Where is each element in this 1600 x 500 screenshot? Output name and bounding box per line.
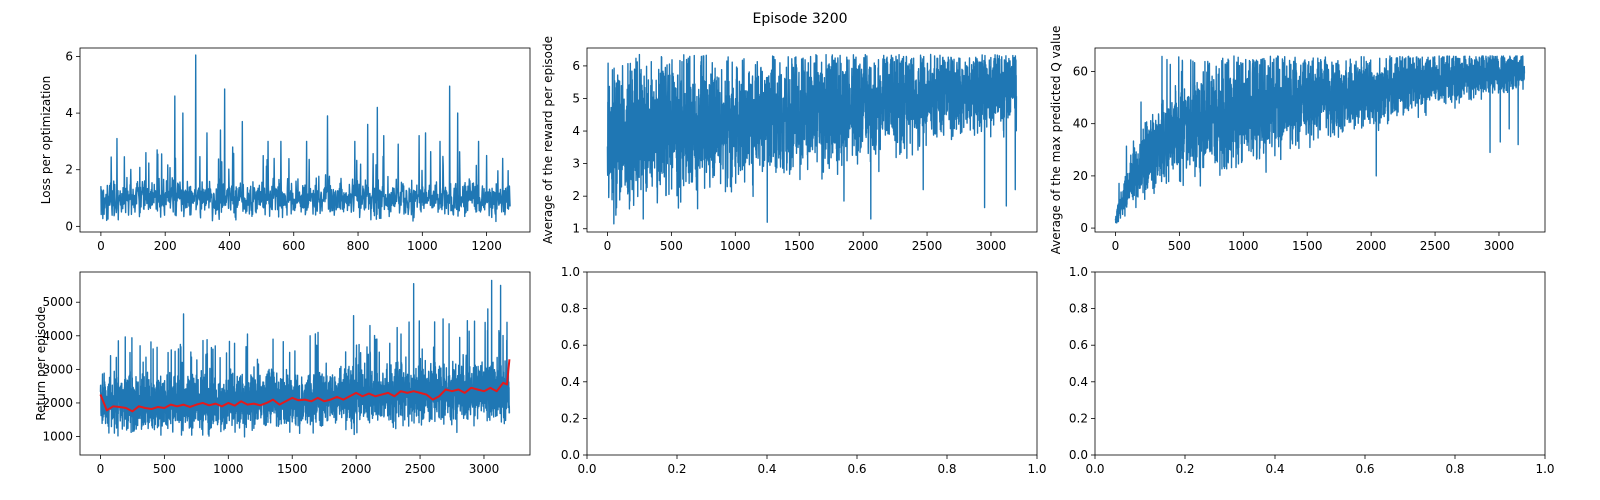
y-axis-label-avg-max-q: Average of the max predicted Q value <box>1049 26 1063 255</box>
x-tick-label-avg-reward-0: 0 <box>604 239 612 253</box>
x-tick-label-empty-a-4: 0.8 <box>937 462 956 476</box>
subplot-return: 0 500 1000 1500 2000 2500 3000 1000 2000 3000 4000… <box>34 271 531 476</box>
y-tick-label-loss-0: 0 <box>65 219 73 233</box>
x-tick-label-avg-reward-5: 2500 <box>912 239 943 253</box>
x-tick-label-empty-a-2: 0.4 <box>757 462 776 476</box>
y-tick-label-return-3: 4000 <box>42 329 73 343</box>
x-tick-label-avg-reward-6: 3000 <box>976 239 1007 253</box>
y-tick-label-empty-b-1: 0.2 <box>1069 411 1088 425</box>
y-tick-label-avg-max-q-1: 20 <box>1073 169 1088 183</box>
y-tick-label-empty-a-4: 0.8 <box>561 302 580 316</box>
x-tick-label-empty-a-0: 0.0 <box>577 462 596 476</box>
y-tick-label-return-4: 5000 <box>42 295 73 309</box>
y-axis-label-avg-reward: Average of the reward per episode <box>541 36 555 244</box>
y-tick-label-return-1: 2000 <box>42 396 73 410</box>
axes-frame-avg-reward <box>586 47 1038 233</box>
x-tick-label-empty-b-3: 0.6 <box>1355 462 1374 476</box>
x-tick-label-empty-b-0: 0.0 <box>1085 462 1104 476</box>
y-tick-label-empty-a-3: 0.6 <box>561 338 580 352</box>
y-tick-label-avg-reward-4: 5 <box>572 91 580 105</box>
x-tick-label-loss-5: 1000 <box>407 239 438 253</box>
x-tick-label-avg-reward-1: 500 <box>660 239 683 253</box>
subplot-avg-max-q: 0 500 1000 1500 2000 2500 3000 0 20 40 60 Average o… <box>1049 26 1546 255</box>
series-line-loss-0 <box>100 54 511 223</box>
axes-frame-avg-max-q <box>1094 47 1546 233</box>
x-tick-label-loss-2: 400 <box>218 239 241 253</box>
y-tick-label-empty-a-5: 1.0 <box>561 265 580 279</box>
y-tick-label-empty-a-0: 0.0 <box>561 448 580 462</box>
plot-area-loss <box>100 54 511 223</box>
y-tick-label-empty-b-4: 0.8 <box>1069 302 1088 316</box>
x-tick-label-avg-reward-4: 2000 <box>848 239 879 253</box>
x-tick-label-avg-max-q-6: 3000 <box>1484 239 1515 253</box>
y-tick-label-avg-reward-0: 1 <box>572 222 580 236</box>
y-tick-label-avg-max-q-0: 0 <box>1080 221 1088 235</box>
axes-frame-loss <box>79 47 531 233</box>
x-tick-label-empty-b-5: 1.0 <box>1535 462 1554 476</box>
x-tick-label-avg-max-q-4: 2000 <box>1356 239 1387 253</box>
axes-frame-return <box>79 271 531 456</box>
y-tick-label-empty-b-0: 0.0 <box>1069 448 1088 462</box>
plot-area-avg-reward <box>606 53 1018 225</box>
subplot-loss: 0 200 400 600 800 1000 1200 0 2 4 6 Loss per optimi… <box>39 47 531 253</box>
y-tick-label-empty-a-1: 0.2 <box>561 411 580 425</box>
x-tick-label-avg-max-q-5: 2500 <box>1420 239 1451 253</box>
x-tick-label-return-6: 3000 <box>469 462 500 476</box>
series-line-avg-max-q-0 <box>1114 55 1526 224</box>
y-axis-label-loss: Loss per optimization <box>39 76 53 205</box>
x-tick-label-loss-3: 600 <box>282 239 305 253</box>
x-tick-label-empty-a-5: 1.0 <box>1027 462 1046 476</box>
y-tick-label-avg-reward-1: 2 <box>572 189 580 203</box>
x-tick-label-return-4: 2000 <box>341 462 372 476</box>
plot-area-avg-max-q <box>1114 55 1526 224</box>
x-tick-label-return-2: 1000 <box>213 462 244 476</box>
y-tick-label-return-0: 1000 <box>42 430 73 444</box>
series-line-return-0 <box>99 279 511 438</box>
y-tick-label-empty-b-5: 1.0 <box>1069 265 1088 279</box>
series-line-return-1 <box>99 359 511 413</box>
x-tick-label-return-3: 1500 <box>277 462 308 476</box>
x-tick-label-return-1: 500 <box>153 462 176 476</box>
x-tick-label-loss-1: 200 <box>154 239 177 253</box>
y-tick-label-loss-1: 2 <box>65 163 73 177</box>
y-tick-label-avg-max-q-2: 40 <box>1073 117 1088 131</box>
y-tick-label-avg-reward-2: 3 <box>572 157 580 171</box>
y-tick-label-return-2: 3000 <box>42 362 73 376</box>
x-tick-label-return-5: 2500 <box>405 462 436 476</box>
x-tick-label-avg-max-q-2: 1000 <box>1228 239 1259 253</box>
y-tick-label-loss-2: 4 <box>65 106 73 120</box>
series-line-avg-reward-0 <box>606 53 1018 225</box>
x-tick-label-avg-reward-3: 1500 <box>784 239 815 253</box>
x-tick-label-loss-4: 800 <box>347 239 370 253</box>
y-tick-label-loss-3: 6 <box>65 49 73 63</box>
x-tick-label-avg-max-q-3: 1500 <box>1292 239 1323 253</box>
x-tick-label-avg-reward-2: 1000 <box>720 239 751 253</box>
x-tick-label-empty-b-2: 0.4 <box>1265 462 1284 476</box>
x-tick-label-avg-max-q-0: 0 <box>1112 239 1120 253</box>
x-tick-label-loss-6: 1200 <box>471 239 502 253</box>
x-tick-label-loss-0: 0 <box>97 239 105 253</box>
axes-frame-empty-a <box>586 271 1038 456</box>
x-tick-label-return-0: 0 <box>97 462 105 476</box>
subplot-empty-b: 0.0 0.2 0.4 0.6 0.8 1.0 0.0 0.2 0.4 0.6 0.8 1.0 <box>1069 265 1555 476</box>
y-tick-label-avg-reward-3: 4 <box>572 124 580 138</box>
subplot-empty-a: 0.0 0.2 0.4 0.6 0.8 1.0 0.0 0.2 0.4 0.6 0.8 1.0 <box>561 265 1047 476</box>
figure-suptitle: Episode 3200 <box>752 11 847 27</box>
y-tick-label-empty-b-2: 0.4 <box>1069 375 1088 389</box>
y-axis-label-return: Return per episode <box>34 306 48 420</box>
axes-frame-empty-b <box>1094 271 1546 456</box>
y-tick-label-empty-a-2: 0.4 <box>561 375 580 389</box>
y-tick-label-avg-max-q-3: 60 <box>1073 64 1088 78</box>
x-tick-label-empty-b-1: 0.2 <box>1175 462 1194 476</box>
plot-area-return <box>99 279 511 438</box>
x-tick-label-empty-a-1: 0.2 <box>667 462 686 476</box>
y-tick-label-avg-reward-5: 6 <box>572 59 580 73</box>
x-tick-label-empty-a-3: 0.6 <box>847 462 866 476</box>
x-tick-label-avg-max-q-1: 500 <box>1168 239 1191 253</box>
x-tick-label-empty-b-4: 0.8 <box>1445 462 1464 476</box>
subplot-avg-reward: 0 500 1000 1500 2000 2500 3000 1 2 3 4 5 6 Average of… <box>541 36 1038 253</box>
y-tick-label-empty-b-3: 0.6 <box>1069 338 1088 352</box>
